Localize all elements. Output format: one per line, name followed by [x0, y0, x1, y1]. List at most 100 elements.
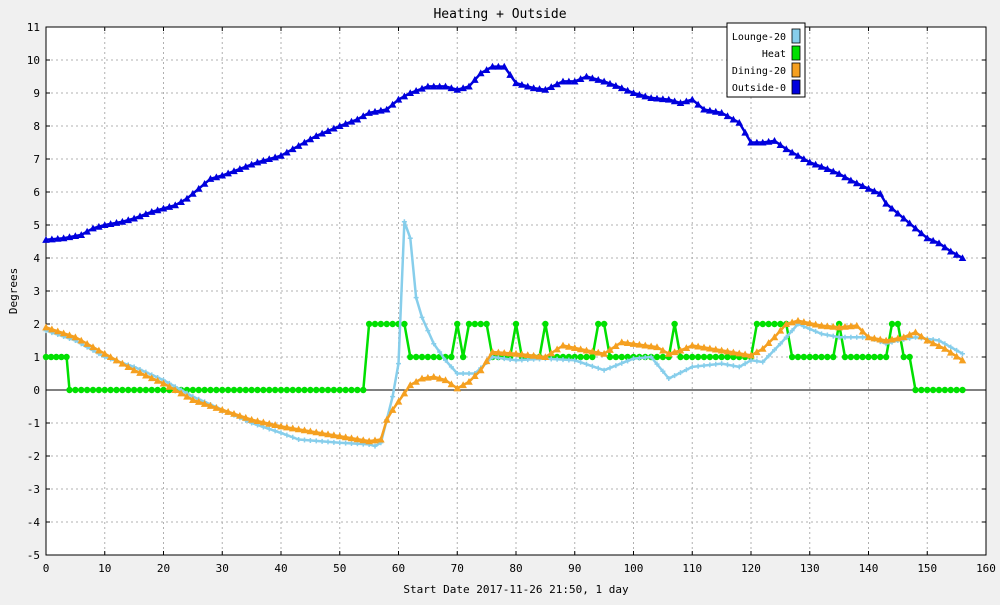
data-point-outside-0 — [617, 84, 626, 92]
data-point-heat — [418, 353, 426, 361]
data-point-heat — [58, 353, 65, 361]
data-point-dining-20 — [100, 349, 109, 357]
data-point-outside-0 — [958, 254, 967, 262]
data-point-heat — [63, 353, 70, 361]
data-point-outside-0 — [112, 219, 121, 226]
data-point-outside-0 — [136, 212, 144, 220]
data-point-outside-0 — [253, 158, 262, 166]
y-axis-label: Degrees — [7, 268, 20, 314]
data-point-outside-0 — [512, 79, 520, 87]
data-point-dining-20 — [553, 345, 561, 353]
x-tick-label: 60 — [392, 562, 405, 575]
data-point-heat — [671, 320, 678, 328]
data-point-outside-0 — [612, 82, 620, 89]
data-point-heat — [130, 386, 138, 394]
data-point-lounge-20 — [772, 347, 777, 353]
data-point-outside-0 — [330, 124, 338, 132]
data-point-heat — [236, 386, 244, 394]
data-point-lounge-20 — [830, 333, 836, 339]
y-tick-label: -2 — [27, 450, 40, 463]
data-point-heat — [612, 353, 620, 361]
data-point-dining-20 — [623, 339, 632, 347]
data-point-outside-0 — [377, 106, 385, 114]
legend-label-lounge-20: Lounge-20 — [732, 32, 786, 43]
data-point-heat — [700, 353, 708, 361]
data-point-outside-0 — [653, 94, 661, 102]
data-point-outside-0 — [453, 85, 462, 93]
data-point-lounge-20 — [678, 370, 683, 376]
data-point-heat — [659, 353, 667, 361]
legend-swatch-dining-20 — [791, 62, 801, 78]
data-point-lounge-20 — [842, 334, 848, 340]
data-point-dining-20 — [83, 340, 91, 347]
data-point-outside-0 — [335, 122, 344, 130]
data-point-outside-0 — [447, 84, 456, 92]
data-point-heat — [477, 320, 484, 328]
data-point-heat — [689, 353, 696, 361]
x-tick-label: 120 — [741, 562, 761, 575]
y-tick-label: 3 — [33, 285, 40, 298]
y-tick-label: 6 — [33, 186, 40, 199]
data-point-outside-0 — [353, 115, 362, 123]
data-point-heat — [906, 353, 913, 361]
data-point-dining-20 — [905, 330, 914, 338]
legend-label-outside-0: Outside-0 — [732, 83, 786, 94]
data-point-dining-20 — [735, 349, 744, 357]
data-point-dining-20 — [852, 321, 861, 329]
data-point-dining-20 — [59, 329, 68, 337]
data-point-dining-20 — [441, 376, 450, 384]
series-outside-0 — [42, 62, 967, 262]
data-point-heat — [929, 386, 937, 394]
data-point-outside-0 — [559, 77, 567, 85]
data-point-heat — [330, 386, 338, 394]
data-point-dining-20 — [224, 407, 232, 415]
data-point-lounge-20 — [619, 360, 625, 366]
data-point-lounge-20 — [813, 328, 819, 334]
data-point-lounge-20 — [401, 219, 407, 225]
data-point-heat — [336, 386, 343, 394]
data-point-heat — [289, 386, 296, 394]
data-point-heat — [213, 386, 220, 394]
data-point-outside-0 — [165, 203, 174, 210]
data-point-heat — [148, 386, 155, 394]
data-point-heat — [195, 386, 202, 394]
x-tick-label: 70 — [451, 562, 464, 575]
data-point-dining-20 — [265, 419, 274, 427]
data-point-dining-20 — [359, 436, 368, 444]
data-point-outside-0 — [758, 138, 767, 146]
data-point-dining-20 — [576, 345, 585, 353]
data-point-dining-20 — [817, 321, 826, 329]
data-point-outside-0 — [735, 118, 744, 126]
data-point-heat — [201, 386, 208, 394]
data-point-outside-0 — [882, 199, 890, 207]
legend-swatch-heat — [791, 45, 801, 61]
data-point-heat — [224, 386, 232, 394]
data-point-dining-20 — [95, 346, 103, 354]
data-point-dining-20 — [582, 346, 591, 354]
data-point-heat — [407, 353, 414, 361]
data-point-dining-20 — [435, 374, 444, 382]
data-point-dining-20 — [758, 344, 767, 352]
data-point-dining-20 — [794, 316, 802, 324]
data-point-outside-0 — [218, 171, 227, 179]
data-point-dining-20 — [653, 343, 661, 351]
data-point-dining-20 — [300, 426, 309, 434]
data-point-dining-20 — [664, 349, 673, 357]
data-point-dining-20 — [48, 325, 56, 333]
y-axis: -5 -4 -3 -2 -1 0 1 2 3 4 5 6 7 8 9 10 11 — [27, 21, 986, 562]
data-point-lounge-20 — [548, 356, 554, 362]
data-point-lounge-20 — [777, 341, 783, 347]
data-point-heat — [389, 320, 396, 328]
data-point-lounge-20 — [631, 356, 636, 362]
data-point-outside-0 — [42, 236, 50, 243]
data-point-dining-20 — [747, 351, 755, 359]
x-tick-label: 90 — [568, 562, 581, 575]
data-point-heat — [718, 353, 725, 361]
data-point-outside-0 — [635, 90, 644, 98]
data-point-lounge-20 — [666, 375, 672, 381]
data-point-heat — [888, 320, 896, 328]
data-point-lounge-20 — [595, 365, 601, 371]
data-point-dining-20 — [77, 336, 86, 344]
data-point-outside-0 — [941, 243, 949, 251]
data-point-outside-0 — [212, 173, 221, 181]
